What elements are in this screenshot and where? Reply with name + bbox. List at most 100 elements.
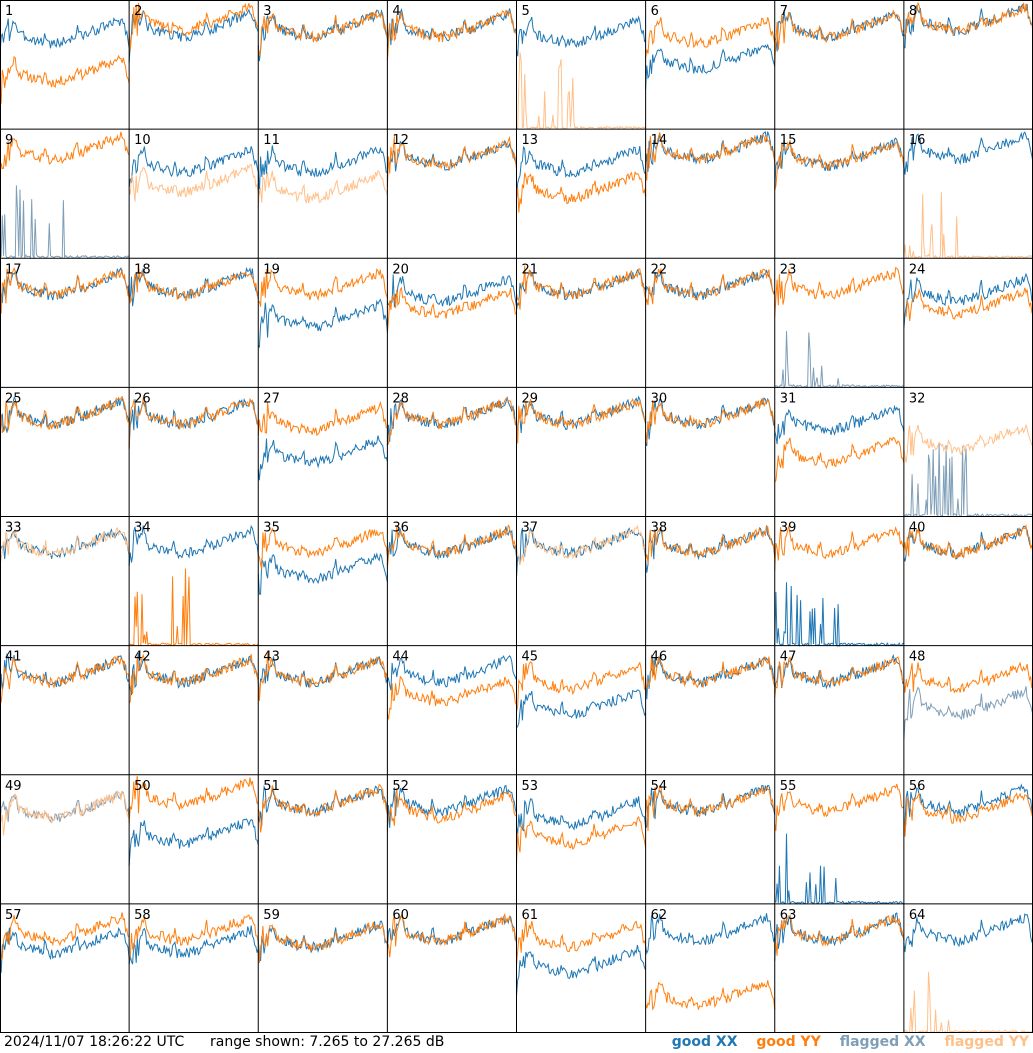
panel-number: 6	[651, 4, 659, 19]
series-xx-panel-27	[257, 435, 388, 481]
panel-number: 44	[392, 650, 409, 665]
series-yy-panel-25	[0, 395, 130, 438]
panel-number: 41	[5, 650, 22, 665]
panel-number: 58	[134, 908, 151, 923]
series-xx-panel-56	[903, 783, 1033, 826]
panel-54: 54	[645, 779, 776, 832]
series-yy-panel-61	[516, 918, 647, 966]
series-yy-panel-7	[774, 9, 905, 64]
series-xx-panel-9	[0, 185, 130, 260]
series-yy-panel-33	[0, 526, 130, 565]
series-yy-panel-56	[903, 792, 1033, 837]
panel-36: 36	[386, 521, 517, 568]
legend-good-xx: good XX	[671, 1034, 738, 1050]
panel-43: 43	[257, 650, 388, 702]
series-yy-panel-1	[0, 54, 130, 104]
series-yy-panel-44	[386, 675, 517, 720]
footer-bar: 2024/11/07 18:26:22 UTC range shown: 7.2…	[0, 1033, 1033, 1053]
panel-number: 17	[5, 262, 22, 277]
series-yy-panel-62	[645, 980, 776, 1011]
series-xx-panel-30	[645, 397, 775, 447]
panel-number: 5	[522, 4, 530, 19]
panel-63: 63	[774, 908, 905, 961]
series-xx-panel-16	[903, 131, 1033, 175]
panel-49: 49	[0, 779, 130, 836]
panel-3: 3	[257, 4, 388, 62]
series-yy-panel-11	[257, 169, 388, 208]
panel-41: 41	[0, 650, 130, 703]
panel-number: 11	[263, 133, 280, 148]
series-yy-panel-10	[128, 163, 259, 202]
series-yy-panel-12	[386, 135, 517, 187]
series-yy-panel-43	[257, 651, 388, 702]
series-yy-panel-9	[0, 131, 130, 178]
panel-37: 37	[516, 521, 647, 578]
panel-30: 30	[645, 391, 776, 447]
series-yy-panel-26	[128, 396, 259, 450]
panel-38: 38	[645, 521, 776, 573]
series-xx-panel-29	[516, 395, 647, 434]
series-xx-panel-5	[516, 15, 646, 57]
series-xx-panel-33	[0, 528, 130, 560]
series-xx-panel-44	[386, 655, 517, 691]
panel-44: 44	[386, 650, 517, 720]
panel-51: 51	[257, 779, 388, 833]
panel-23: 23	[774, 262, 905, 390]
panel-number: 13	[522, 133, 539, 148]
panel-27: 27	[257, 391, 388, 481]
panel-number: 35	[263, 521, 280, 536]
series-xx-panel-31	[774, 404, 905, 445]
series-yy-panel-31	[774, 436, 905, 483]
range-label: range shown: 7.265 to 27.265 dB	[210, 1034, 445, 1050]
panel-20: 20	[386, 262, 517, 334]
series-xx-panel-8	[903, 3, 1033, 49]
panel-15: 15	[774, 133, 905, 191]
series-yy-panel-59	[257, 921, 388, 964]
panel-number: 56	[909, 779, 926, 794]
series-xx-panel-61	[516, 944, 647, 996]
panel-24: 24	[903, 262, 1033, 329]
series-yy-panel-38	[645, 525, 776, 563]
panel-64: 64	[903, 908, 1033, 1033]
series-yy-panel-19	[258, 268, 388, 307]
panel-17: 17	[0, 262, 130, 316]
panel-12: 12	[386, 133, 517, 187]
panel-5: 5	[516, 4, 646, 131]
panel-number: 21	[522, 262, 539, 277]
panel-33: 33	[0, 521, 130, 565]
panel-number: 9	[5, 133, 13, 148]
panel-number: 62	[651, 908, 668, 923]
panel-1: 1	[0, 4, 130, 104]
panel-29: 29	[516, 391, 647, 444]
panel-number: 43	[263, 650, 280, 665]
panel-48: 48	[903, 650, 1033, 740]
panel-60: 60	[386, 908, 517, 958]
panel-number: 10	[134, 133, 151, 148]
legend-good-yy: good YY	[756, 1034, 821, 1050]
panel-9: 9	[0, 131, 130, 260]
series-xx-panel-53	[516, 796, 647, 834]
series-xx-panel-64	[903, 913, 1033, 953]
panel-number: 2	[134, 4, 142, 19]
panel-number: 37	[522, 521, 539, 536]
panel-number: 46	[651, 650, 668, 665]
panel-number: 7	[780, 4, 788, 19]
series-yy-panel-2	[128, 2, 259, 51]
series-yy-panel-58	[128, 914, 259, 959]
panel-number: 42	[134, 650, 151, 665]
series-yy-panel-24	[903, 287, 1033, 322]
series-yy-panel-3	[257, 11, 388, 57]
panel-11: 11	[257, 133, 388, 208]
panel-number: 53	[522, 779, 539, 794]
series-yy-panel-37	[516, 524, 647, 565]
series-yy-panel-54	[645, 785, 776, 832]
panel-56: 56	[903, 779, 1033, 837]
panel-number: 32	[909, 391, 926, 406]
series-xx-panel-4	[386, 7, 517, 60]
series-yy-panel-46	[645, 654, 776, 690]
series-yy-panel-41	[0, 654, 130, 703]
panel-number: 39	[780, 521, 797, 536]
panel-34: 34	[128, 521, 259, 647]
series-xx-panel-50	[128, 818, 259, 867]
